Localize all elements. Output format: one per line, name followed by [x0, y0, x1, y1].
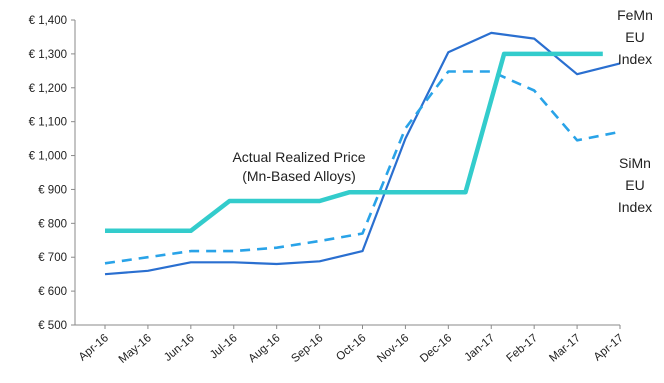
- series-label-simn: Index: [618, 199, 652, 215]
- series-label-femn: EU: [625, 29, 644, 45]
- series-line-femn: [104, 31, 621, 276]
- x-tick-label: Apr-16: [77, 332, 111, 363]
- x-tick-label: Apr-17: [592, 332, 626, 363]
- x-tick-label: Jun-16: [162, 332, 197, 364]
- y-tick-label: € 600: [38, 286, 67, 298]
- y-tick-label: € 800: [38, 218, 67, 230]
- x-tick-label: Sep-16: [289, 332, 325, 365]
- y-axis-ticks: € 500 € 600 € 700 € 800 € 900 € 1,000 € 1,100 €…: [29, 15, 75, 332]
- y-tick-label: € 900: [38, 184, 67, 196]
- series-label-femn: FeMn: [617, 7, 653, 23]
- series-label-simn: EU: [625, 177, 644, 193]
- y-tick-label: € 1,100: [29, 117, 67, 129]
- axes: [74, 20, 620, 326]
- series-labels: FeMn EU Index SiMn EU Index Actual Realized Pr…: [232, 7, 652, 215]
- x-tick-label: Dec-16: [418, 332, 454, 365]
- x-tick-label: May-16: [117, 332, 154, 366]
- x-tick-label: Nov-16: [375, 332, 411, 365]
- x-tick-label: Aug-16: [246, 332, 282, 365]
- series-label-femn: Index: [618, 51, 652, 67]
- series-label-simn: SiMn: [619, 155, 651, 171]
- series-line-realized: [105, 51, 603, 234]
- series-label-realized: Actual Realized Price: [232, 149, 365, 165]
- series-label-realized: (Mn-Based Alloys): [242, 168, 356, 184]
- y-tick-label: € 1,000: [29, 151, 67, 163]
- x-tick-label: Feb-17: [504, 332, 540, 365]
- x-tick-label: Jan-17: [463, 332, 498, 364]
- y-tick-label: € 1,400: [29, 15, 67, 27]
- x-tick-label: Jul-16: [208, 332, 240, 361]
- y-tick-label: € 500: [38, 320, 67, 332]
- x-tick-label: Oct-16: [334, 332, 368, 363]
- y-tick-label: € 700: [38, 252, 67, 264]
- x-axis-ticks: Apr-16 May-16 Jun-16 Jul-16 Aug-16 Sep-16 Oct-…: [77, 325, 626, 366]
- series-lines: [104, 31, 621, 276]
- series-line-simn: [104, 70, 621, 265]
- y-tick-label: € 1,300: [29, 49, 67, 61]
- x-tick-label: Mar-17: [547, 332, 583, 365]
- y-tick-label: € 1,200: [29, 83, 67, 95]
